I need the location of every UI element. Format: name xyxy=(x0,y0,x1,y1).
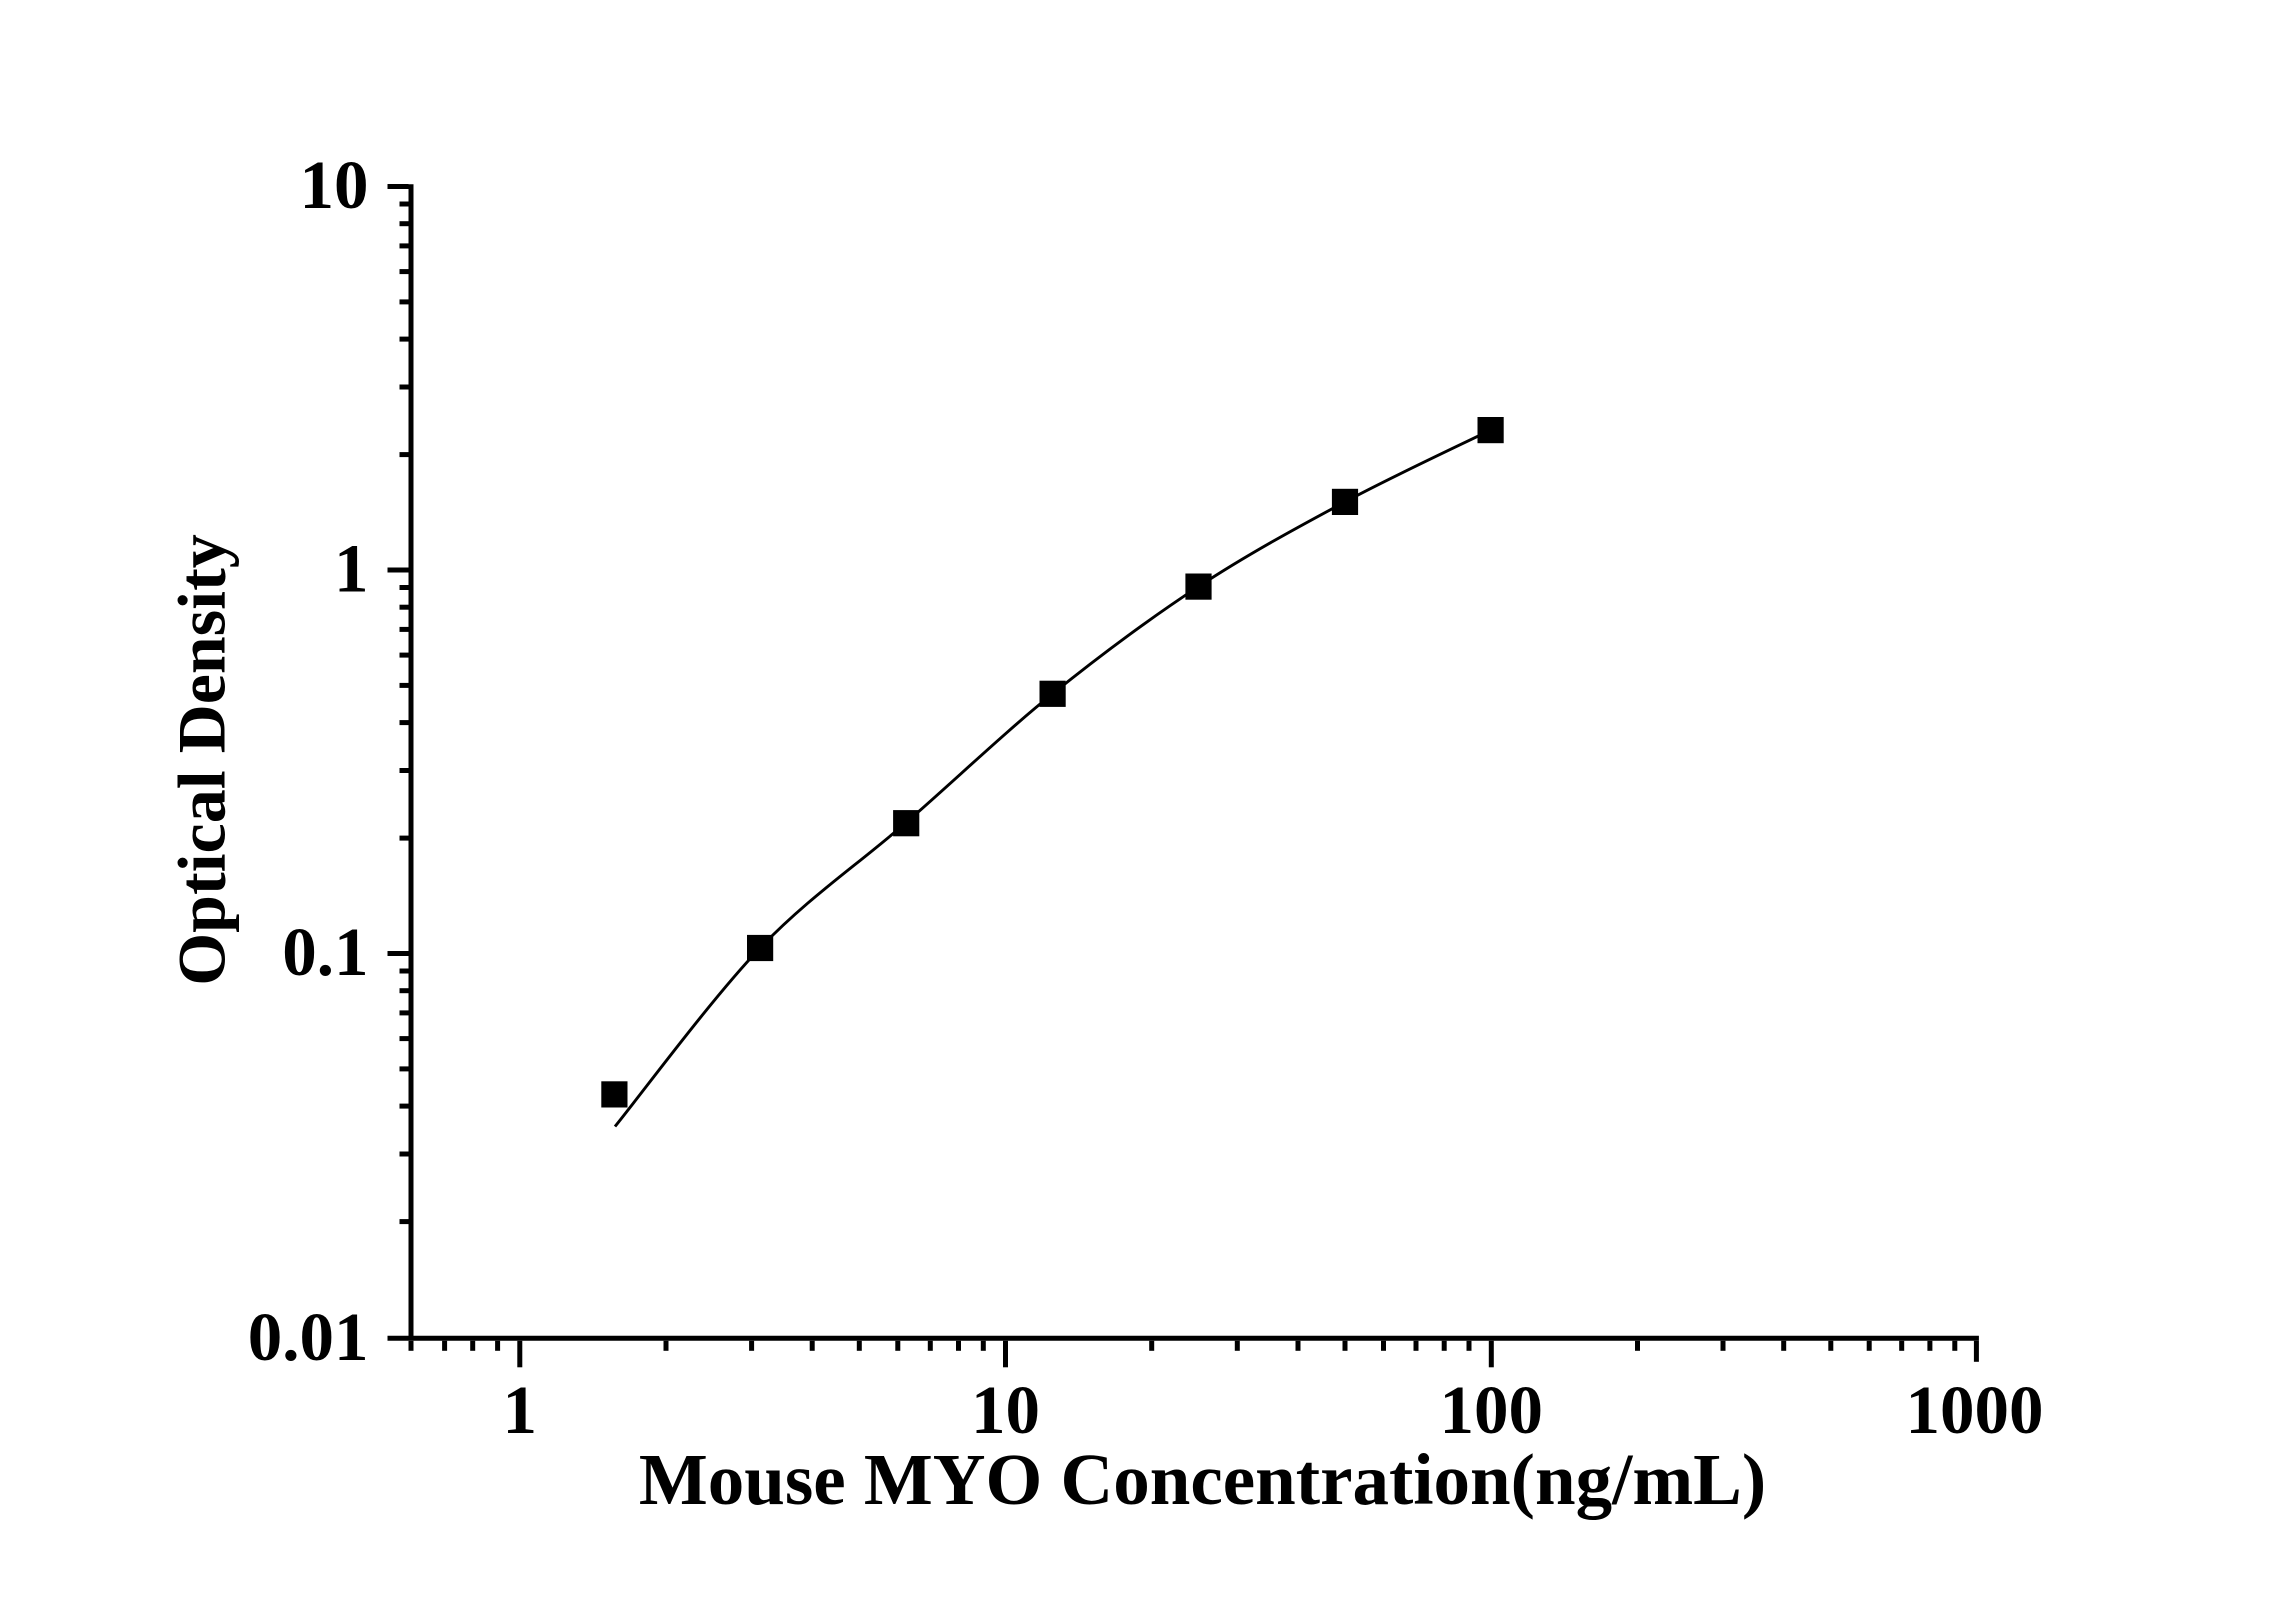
svg-text:0.1: 0.1 xyxy=(282,914,368,990)
svg-text:0.01: 0.01 xyxy=(248,1299,369,1375)
svg-text:1000: 1000 xyxy=(1906,1372,2044,1448)
svg-text:Mouse MYO Concentration(ng/mL): Mouse MYO Concentration(ng/mL) xyxy=(639,1439,1766,1520)
svg-text:1: 1 xyxy=(334,531,369,607)
svg-text:1: 1 xyxy=(503,1372,538,1448)
svg-text:10: 10 xyxy=(300,147,369,223)
svg-text:100: 100 xyxy=(1440,1372,1544,1448)
svg-text:10: 10 xyxy=(971,1372,1040,1448)
svg-text:Optical Density: Optical Density xyxy=(164,534,240,985)
